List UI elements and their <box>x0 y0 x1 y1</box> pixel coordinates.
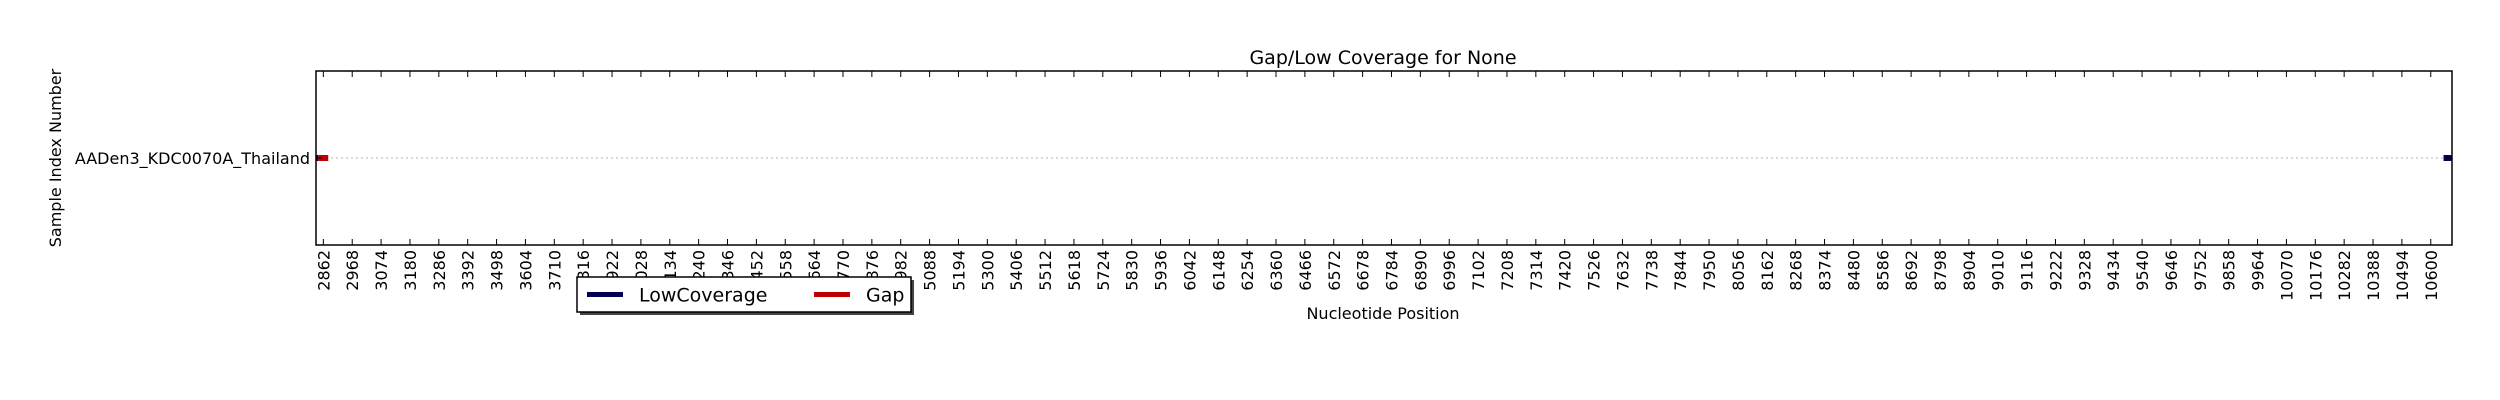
x-tick-label: 5088 <box>921 250 940 291</box>
sample-labels: AADen3_KDC0070A_Thailand <box>75 149 2452 169</box>
x-tick-label: 7526 <box>1585 250 1604 291</box>
x-tick-label: 8798 <box>1931 250 1950 291</box>
x-tick-label: 8056 <box>1729 250 1748 291</box>
x-tick-label: 3286 <box>430 250 449 291</box>
x-tick-label: 6996 <box>1440 250 1459 291</box>
x-tick-label: 5724 <box>1094 250 1113 291</box>
legend-box <box>576 276 912 313</box>
x-tick-label: 6572 <box>1325 250 1344 291</box>
x-tick-label: 7844 <box>1671 250 1690 291</box>
x-tick-label: 9858 <box>2220 250 2239 291</box>
x-tick-label: 6784 <box>1382 250 1401 291</box>
x-tick-label: 8268 <box>1787 250 1806 291</box>
x-tick-label: 9540 <box>2133 250 2152 291</box>
x-tick-label: 7738 <box>1642 250 1661 291</box>
x-tick-label: 9964 <box>2249 250 2268 291</box>
x-tick-label: 3392 <box>459 250 478 291</box>
x-axis-label: Nucleotide Position <box>1306 304 1459 323</box>
x-tick-label: 6360 <box>1267 250 1286 291</box>
x-tick-label: 5512 <box>1036 250 1055 291</box>
x-tick-label: 8480 <box>1844 250 1863 291</box>
gap-segment <box>318 155 329 161</box>
x-tick-label: 9116 <box>2018 250 2037 291</box>
x-tick-label: 6890 <box>1411 250 1430 291</box>
x-tick-label: 6466 <box>1296 250 1315 291</box>
lowcoverage-legend-label: LowCoverage <box>639 285 767 307</box>
x-tick-label: 7420 <box>1556 250 1575 291</box>
x-tick-label: 2862 <box>314 250 333 291</box>
x-tick-label: 3604 <box>516 250 535 291</box>
x-ticks: 2862 2968 3074 3180 3286 3392 3498 3604 3710 3816… <box>314 71 2441 301</box>
x-tick-label: 9646 <box>2162 250 2181 291</box>
x-tick-label: 9222 <box>2046 250 2065 291</box>
x-tick-label: 10494 <box>2393 250 2412 301</box>
x-tick-label: 9328 <box>2075 250 2094 291</box>
x-tick-label: 3498 <box>488 250 507 291</box>
x-tick-label: 6148 <box>1209 250 1228 291</box>
x-tick-label: 10176 <box>2306 250 2325 301</box>
x-tick-label: 8692 <box>1902 250 1921 291</box>
x-tick-label: 5194 <box>949 250 968 291</box>
x-tick-label: 5936 <box>1152 250 1171 291</box>
x-tick-label: 7102 <box>1469 250 1488 291</box>
x-tick-label: 3710 <box>545 250 564 291</box>
x-tick-label: 7314 <box>1527 250 1546 291</box>
x-tick-label: 5406 <box>1007 250 1026 291</box>
x-tick-label: 8586 <box>1873 250 1892 291</box>
x-tick-label: 5618 <box>1065 250 1084 291</box>
x-tick-label: 6678 <box>1354 250 1373 291</box>
x-tick-label: 8374 <box>1816 250 1835 291</box>
x-tick-label: 8904 <box>1960 250 1979 291</box>
x-tick-label: 5300 <box>978 250 997 291</box>
x-tick-label: 2968 <box>343 250 362 291</box>
legend: LowCoverage Gap <box>576 276 914 315</box>
x-tick-label: 9010 <box>1989 250 2008 291</box>
x-tick-label: 6254 <box>1238 250 1257 291</box>
y-axis-label: Sample Index Number <box>46 68 65 247</box>
x-tick-label: 3074 <box>372 250 391 291</box>
gap-legend-label: Gap <box>866 285 904 307</box>
x-tick-label: 10388 <box>2364 250 2383 301</box>
x-tick-label: 7208 <box>1498 250 1517 291</box>
plot-frame <box>315 70 2453 246</box>
x-tick-label: 3180 <box>401 250 420 291</box>
x-tick-label: 7950 <box>1700 250 1719 291</box>
x-tick-label: 10282 <box>2335 250 2354 301</box>
x-tick-label: 6042 <box>1180 250 1199 291</box>
x-tick-label: 8162 <box>1758 250 1777 291</box>
x-tick-label: 10070 <box>2277 250 2296 301</box>
sample-label: AADen3_KDC0070A_Thailand <box>75 149 310 169</box>
x-tick-label: 5830 <box>1123 250 1142 291</box>
x-tick-label: 9752 <box>2191 250 2210 291</box>
x-tick-label: 7632 <box>1613 250 1632 291</box>
x-tick-label: 10600 <box>2422 250 2441 301</box>
chart-title: Gap/Low Coverage for None <box>1249 47 1516 69</box>
x-tick-label: 9434 <box>2104 250 2123 291</box>
